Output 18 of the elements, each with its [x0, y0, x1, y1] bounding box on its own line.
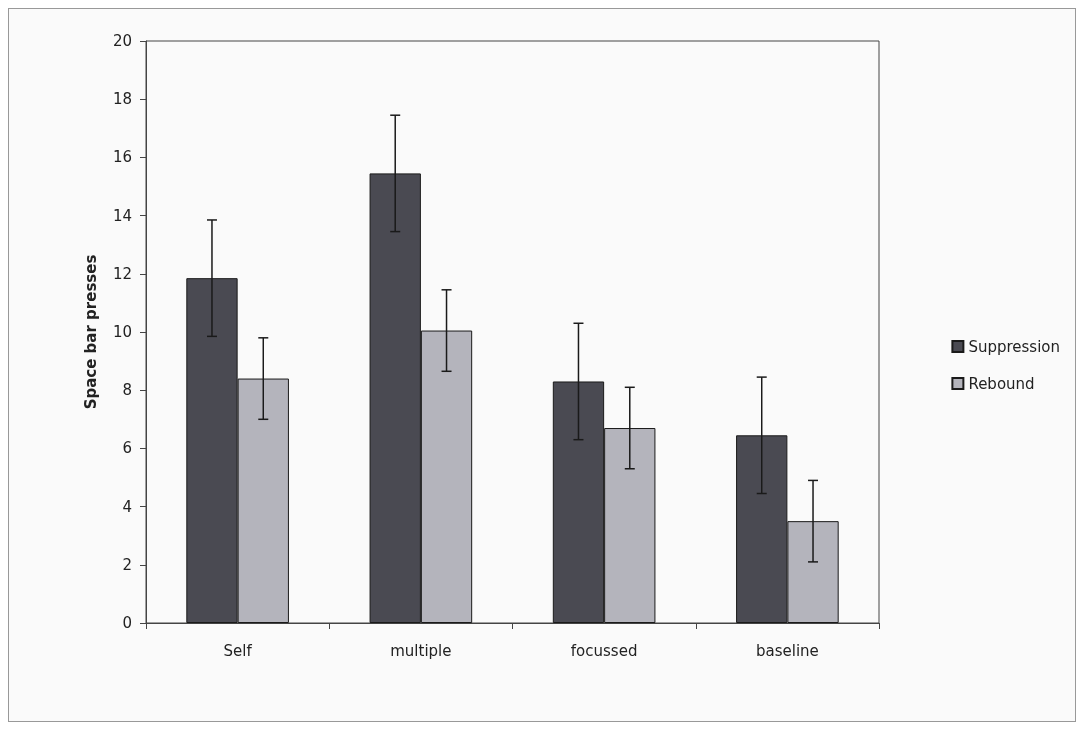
y-tick-label: 10 [112, 323, 132, 341]
y-axis-title: Space bar presses [81, 254, 100, 410]
y-tick-label: 16 [112, 148, 132, 167]
legend-label: Rebound [968, 374, 1035, 393]
y-tick-label: 12 [112, 264, 132, 283]
x-tick-label: multiple [390, 641, 452, 660]
y-tick-label: 20 [112, 32, 132, 50]
y-tick-label: 8 [122, 381, 132, 400]
x-tick-label: baseline [755, 641, 819, 660]
y-tick-label: 2 [122, 555, 132, 574]
y-tick-label: 6 [122, 439, 132, 458]
y-tick-label: 14 [112, 206, 132, 225]
y-tick-label: 0 [122, 614, 132, 632]
x-tick-label: focussed [570, 641, 638, 660]
y-tick-label: 4 [122, 497, 132, 516]
legend-label: Suppression [968, 337, 1061, 356]
x-tick-label: Self [223, 641, 253, 660]
y-tick-label: 18 [112, 90, 132, 109]
